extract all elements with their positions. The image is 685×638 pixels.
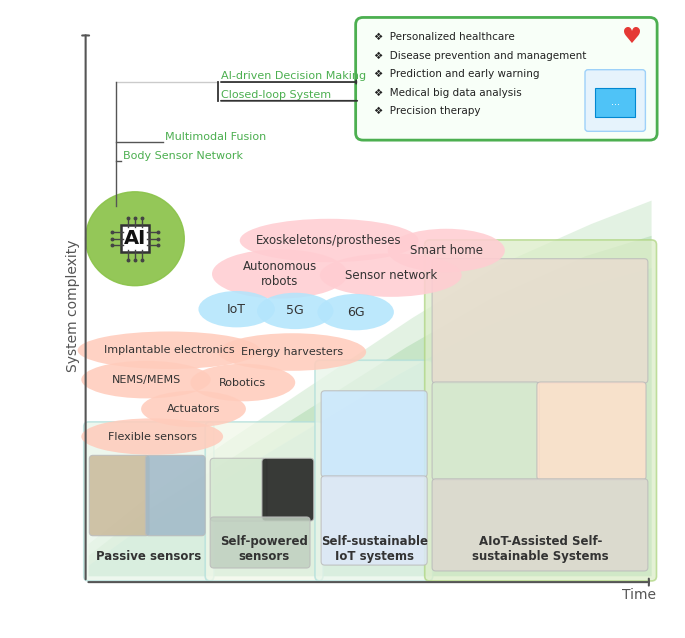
Ellipse shape bbox=[199, 291, 275, 327]
FancyBboxPatch shape bbox=[537, 382, 646, 480]
Text: Implantable electronics: Implantable electronics bbox=[103, 345, 234, 355]
Text: System complexity: System complexity bbox=[66, 240, 80, 373]
FancyBboxPatch shape bbox=[425, 240, 656, 581]
Text: Self-sustainable
IoT systems: Self-sustainable IoT systems bbox=[321, 535, 427, 563]
Text: Energy harvesters: Energy harvesters bbox=[241, 347, 343, 357]
FancyBboxPatch shape bbox=[206, 422, 323, 581]
FancyBboxPatch shape bbox=[262, 458, 314, 521]
Text: NEMS/MEMS: NEMS/MEMS bbox=[112, 375, 181, 385]
Text: Sensor network: Sensor network bbox=[345, 269, 437, 281]
Ellipse shape bbox=[240, 219, 419, 262]
Text: ❖  Personalized healthcare: ❖ Personalized healthcare bbox=[374, 33, 515, 42]
Text: Smart home: Smart home bbox=[410, 244, 483, 257]
Ellipse shape bbox=[141, 390, 246, 427]
FancyBboxPatch shape bbox=[210, 458, 267, 521]
Text: AI: AI bbox=[124, 229, 146, 248]
FancyBboxPatch shape bbox=[585, 70, 645, 131]
Text: 5G: 5G bbox=[286, 304, 304, 318]
Text: Closed-loop System: Closed-loop System bbox=[221, 90, 332, 100]
Text: Self-powered
sensors: Self-powered sensors bbox=[221, 535, 308, 563]
Ellipse shape bbox=[190, 364, 295, 401]
FancyBboxPatch shape bbox=[432, 478, 648, 571]
Polygon shape bbox=[89, 236, 651, 576]
Text: Exoskeletons/prostheses: Exoskeletons/prostheses bbox=[256, 234, 402, 247]
Text: Actuators: Actuators bbox=[167, 404, 220, 414]
Text: AI-driven Decision Making: AI-driven Decision Making bbox=[221, 71, 366, 81]
FancyBboxPatch shape bbox=[595, 88, 635, 117]
Text: Multimodal Fusion: Multimodal Fusion bbox=[164, 132, 266, 142]
Text: Passive sensors: Passive sensors bbox=[97, 551, 202, 563]
FancyBboxPatch shape bbox=[356, 17, 657, 140]
Ellipse shape bbox=[82, 361, 211, 398]
Ellipse shape bbox=[257, 293, 334, 329]
Text: Flexible sensors: Flexible sensors bbox=[108, 431, 197, 441]
Polygon shape bbox=[89, 200, 651, 576]
FancyBboxPatch shape bbox=[321, 390, 427, 477]
FancyBboxPatch shape bbox=[210, 517, 310, 568]
FancyBboxPatch shape bbox=[432, 382, 539, 480]
FancyBboxPatch shape bbox=[84, 422, 214, 581]
Text: ❖  Disease prevention and management: ❖ Disease prevention and management bbox=[374, 51, 586, 61]
FancyBboxPatch shape bbox=[321, 476, 427, 565]
Text: 6G: 6G bbox=[347, 306, 364, 318]
Text: Autonomous
robots: Autonomous robots bbox=[242, 260, 317, 288]
FancyBboxPatch shape bbox=[315, 360, 433, 581]
Ellipse shape bbox=[317, 294, 394, 330]
FancyBboxPatch shape bbox=[121, 225, 149, 252]
Text: Body Sensor Network: Body Sensor Network bbox=[123, 151, 242, 161]
Ellipse shape bbox=[320, 253, 462, 297]
FancyBboxPatch shape bbox=[145, 456, 206, 536]
Ellipse shape bbox=[388, 229, 505, 272]
Text: Robotics: Robotics bbox=[219, 378, 266, 387]
Text: AIoT-Assisted Self-
sustainable Systems: AIoT-Assisted Self- sustainable Systems bbox=[472, 535, 609, 563]
Ellipse shape bbox=[77, 332, 260, 369]
Circle shape bbox=[86, 192, 184, 286]
Text: ❖  Prediction and early warning: ❖ Prediction and early warning bbox=[374, 70, 540, 79]
FancyBboxPatch shape bbox=[432, 258, 648, 383]
Text: ❖  Medical big data analysis: ❖ Medical big data analysis bbox=[374, 87, 522, 98]
Text: IoT: IoT bbox=[227, 302, 246, 316]
Text: ♥: ♥ bbox=[623, 27, 643, 47]
Text: ❖  Precision therapy: ❖ Precision therapy bbox=[374, 106, 481, 116]
Ellipse shape bbox=[82, 419, 223, 455]
FancyBboxPatch shape bbox=[89, 456, 149, 536]
Ellipse shape bbox=[212, 249, 347, 299]
Ellipse shape bbox=[218, 333, 366, 371]
Text: Time: Time bbox=[622, 588, 656, 602]
Polygon shape bbox=[89, 268, 651, 576]
Text: ...: ... bbox=[611, 97, 620, 107]
